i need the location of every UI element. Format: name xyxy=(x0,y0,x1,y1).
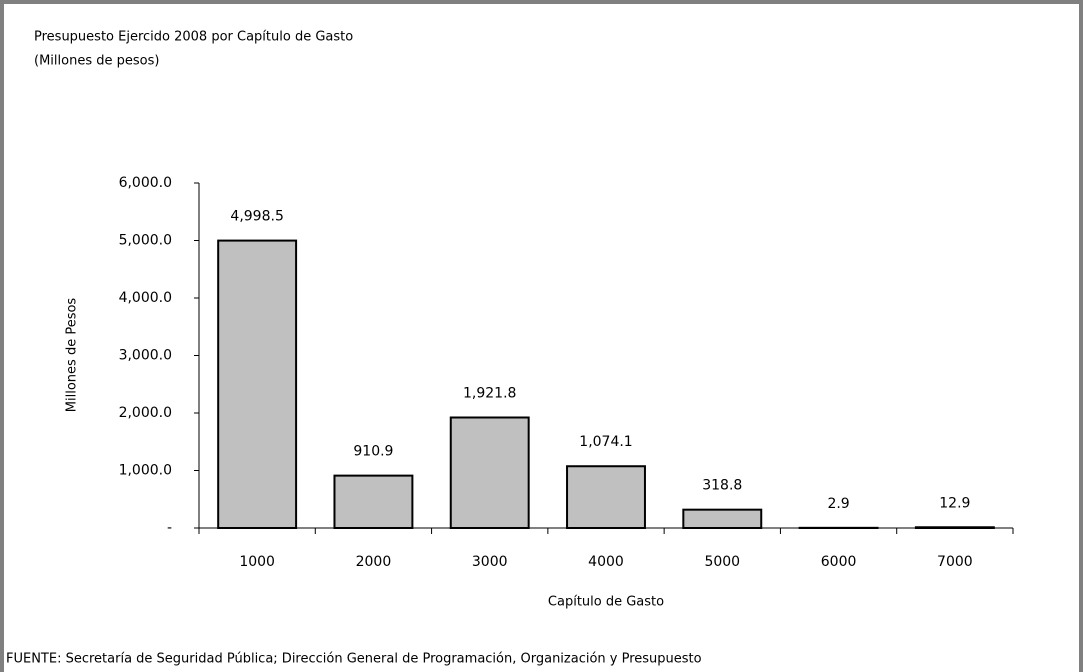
y-tick-label: 2,000.0 xyxy=(119,405,172,421)
chart-title: Presupuesto Ejercido 2008 por Capítulo d… xyxy=(34,30,353,45)
chart-subtitle: (Millones de pesos) xyxy=(34,54,159,69)
bar xyxy=(449,416,530,529)
data-label: 12.9 xyxy=(939,495,970,511)
x-tick-label: 5000 xyxy=(704,554,740,570)
bar xyxy=(217,239,298,529)
x-tick-label: 6000 xyxy=(821,554,857,570)
y-tick-label: 4,000.0 xyxy=(119,290,172,306)
bar xyxy=(682,508,763,530)
y-tick-label: 3,000.0 xyxy=(119,348,172,364)
y-axis-label: Millones de Pesos xyxy=(65,298,80,413)
bar xyxy=(914,526,995,529)
data-label: 2.9 xyxy=(827,496,849,512)
data-label: 1,921.8 xyxy=(463,385,516,401)
x-tick-label: 1000 xyxy=(239,554,275,570)
data-label: 318.8 xyxy=(702,478,742,494)
source-note: FUENTE: Secretaría de Seguridad Pública;… xyxy=(6,652,702,667)
bar xyxy=(566,465,646,530)
data-label: 1,074.1 xyxy=(579,434,632,450)
data-label: 4,998.5 xyxy=(230,209,283,225)
x-tick-label: 7000 xyxy=(937,554,973,570)
x-tick-label: 3000 xyxy=(472,554,508,570)
y-tick-label: 1,000.0 xyxy=(119,463,172,479)
x-axis-label: Capítulo de Gasto xyxy=(548,595,664,610)
x-tick-label: 2000 xyxy=(356,554,392,570)
y-tick-label: 5,000.0 xyxy=(119,233,172,249)
y-tick-label: - xyxy=(167,520,172,536)
bar xyxy=(333,474,414,530)
y-tick-label: 6,000.0 xyxy=(119,175,172,191)
data-label: 910.9 xyxy=(353,444,393,460)
x-tick-label: 4000 xyxy=(588,554,624,570)
